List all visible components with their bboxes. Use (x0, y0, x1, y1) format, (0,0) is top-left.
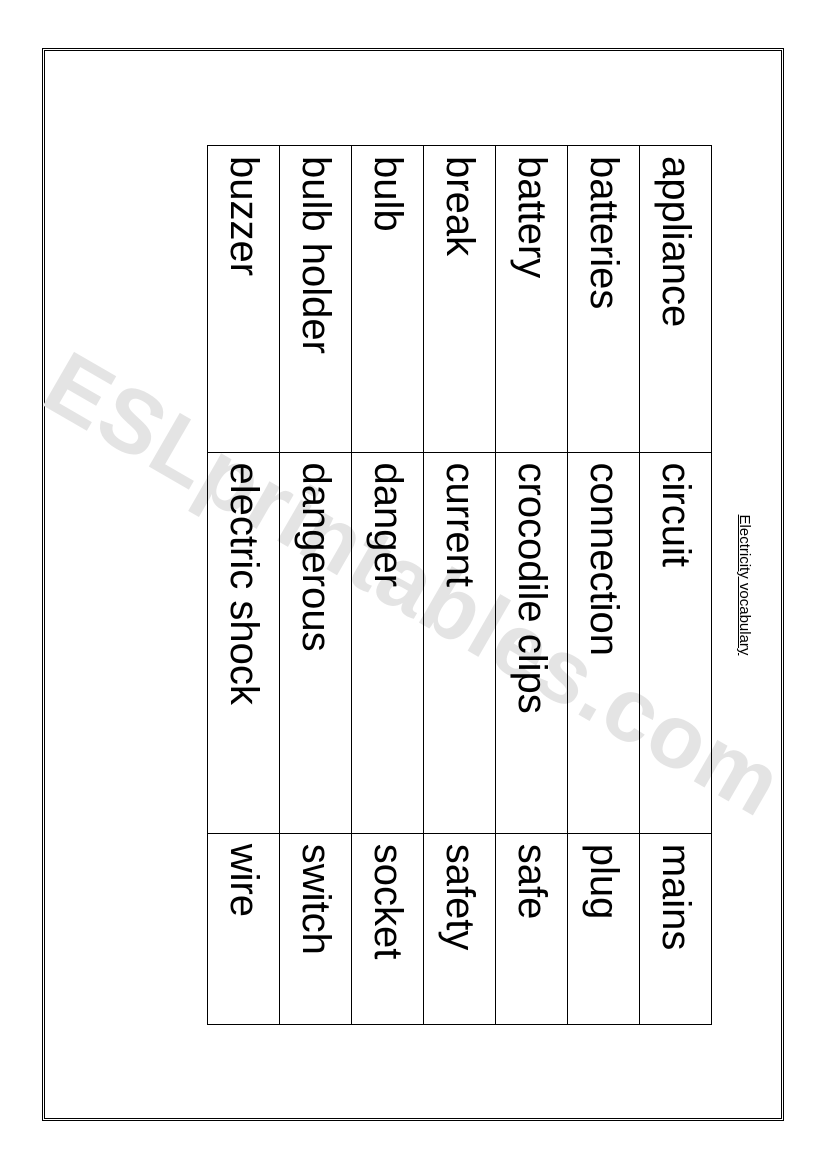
vocab-cell: dangerous (280, 452, 352, 833)
vocab-cell: connection (568, 452, 640, 833)
page-title: Electricity vocabulary (736, 514, 753, 655)
vocab-cell: safety (424, 833, 496, 1024)
table-row: batteries connection plug (568, 145, 640, 1024)
vocab-cell: plug (568, 833, 640, 1024)
table-row: appliance circuit mains (640, 145, 712, 1024)
vocab-cell: socket (352, 833, 424, 1024)
vocab-cell: appliance (640, 145, 712, 452)
page-content: Electricity vocabulary appliance circuit… (73, 80, 753, 1090)
vocab-cell: bulb (352, 145, 424, 452)
vocab-cell: batteries (568, 145, 640, 452)
vocab-cell: buzzer (208, 145, 280, 452)
vocab-cell: wire (208, 833, 280, 1024)
page-frame: ESLprintables.com Electricity vocabulary… (42, 48, 784, 1121)
table-row: bulb danger socket (352, 145, 424, 1024)
vocab-cell: switch (280, 833, 352, 1024)
vocab-cell: mains (640, 833, 712, 1024)
vocab-cell: crocodile clips (496, 452, 568, 833)
table-row: buzzer electric shock wire (208, 145, 280, 1024)
vocab-cell: current (424, 452, 496, 833)
table-row: bulb holder dangerous switch (280, 145, 352, 1024)
vocab-cell: circuit (640, 452, 712, 833)
vocab-cell: bulb holder (280, 145, 352, 452)
vocab-cell: break (424, 145, 496, 452)
vocab-cell: battery (496, 145, 568, 452)
vocab-cell: safe (496, 833, 568, 1024)
vocab-cell: electric shock (208, 452, 280, 833)
table-row: break current safety (424, 145, 496, 1024)
vocabulary-table: appliance circuit mains batteries connec… (207, 145, 712, 1025)
vocab-cell: danger (352, 452, 424, 833)
table-row: battery crocodile clips safe (496, 145, 568, 1024)
